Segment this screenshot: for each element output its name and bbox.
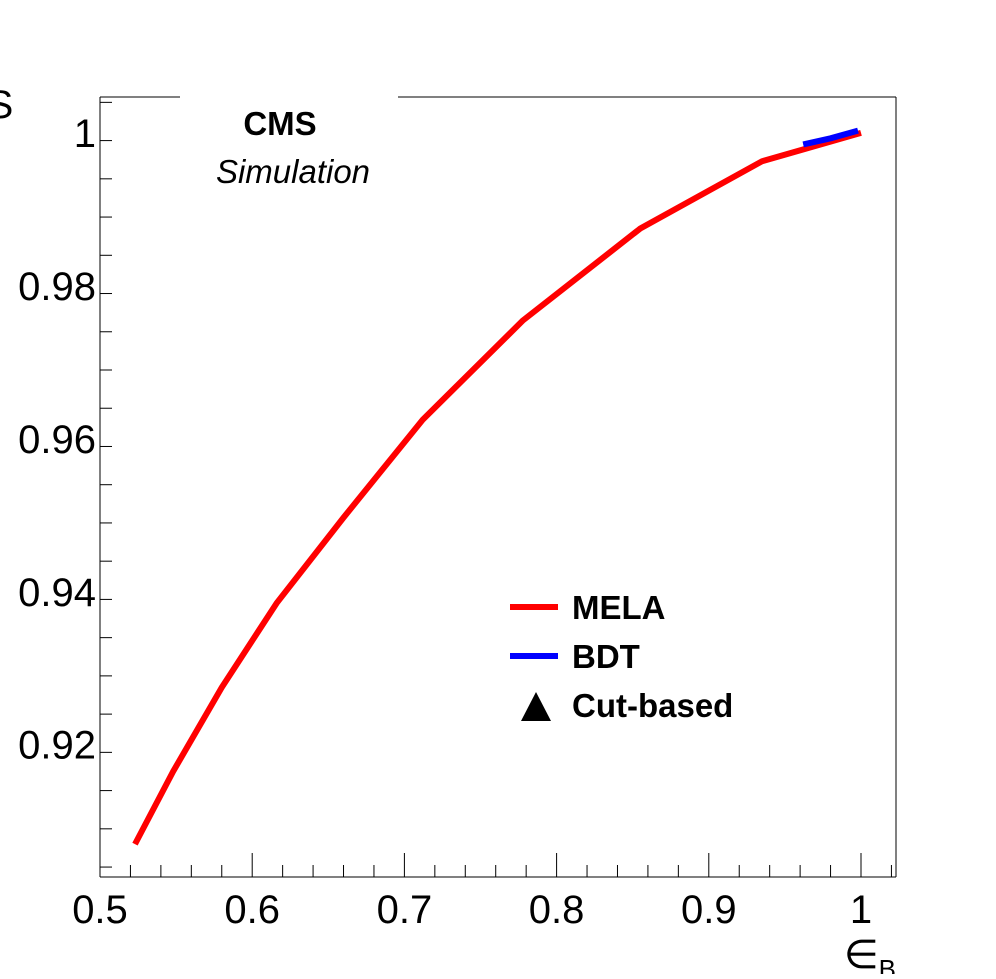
simulation-label: Simulation (216, 153, 370, 190)
series-layer (135, 131, 861, 845)
experiment-label: CMS (243, 105, 316, 142)
x-tick-label: 0.9 (681, 888, 737, 932)
y-tick-label: 0.96 (18, 418, 96, 462)
x-tick-label: 1 (850, 888, 872, 932)
chart-header: CMS Simulation (216, 105, 370, 190)
x-axis-title: ∈B (844, 933, 896, 974)
x-tick-label: 0.8 (529, 888, 585, 932)
x-axis-title-symbol: ∈ (844, 933, 879, 974)
x-tick-label: 0.6 (224, 888, 280, 932)
y-tick-label: 0.98 (18, 265, 96, 309)
y-tick-label: 0.94 (18, 571, 96, 615)
x-tick-label: 0.5 (72, 888, 128, 932)
legend-label-bdt: BDT (572, 638, 640, 675)
x-axis-title-subscript: B (879, 954, 896, 974)
legend-label-cut-based: Cut-based (572, 687, 733, 724)
series-line-mela (135, 133, 861, 844)
legend: MELA BDT Cut-based (510, 589, 733, 724)
legend-marker-triangle (521, 692, 551, 721)
y-tick-label: 1 (74, 112, 96, 156)
legend-label-mela: MELA (572, 589, 666, 626)
y-axis-title: S (0, 83, 13, 127)
x-tick-label: 0.7 (377, 888, 433, 932)
y-tick-label: 0.92 (18, 724, 96, 768)
